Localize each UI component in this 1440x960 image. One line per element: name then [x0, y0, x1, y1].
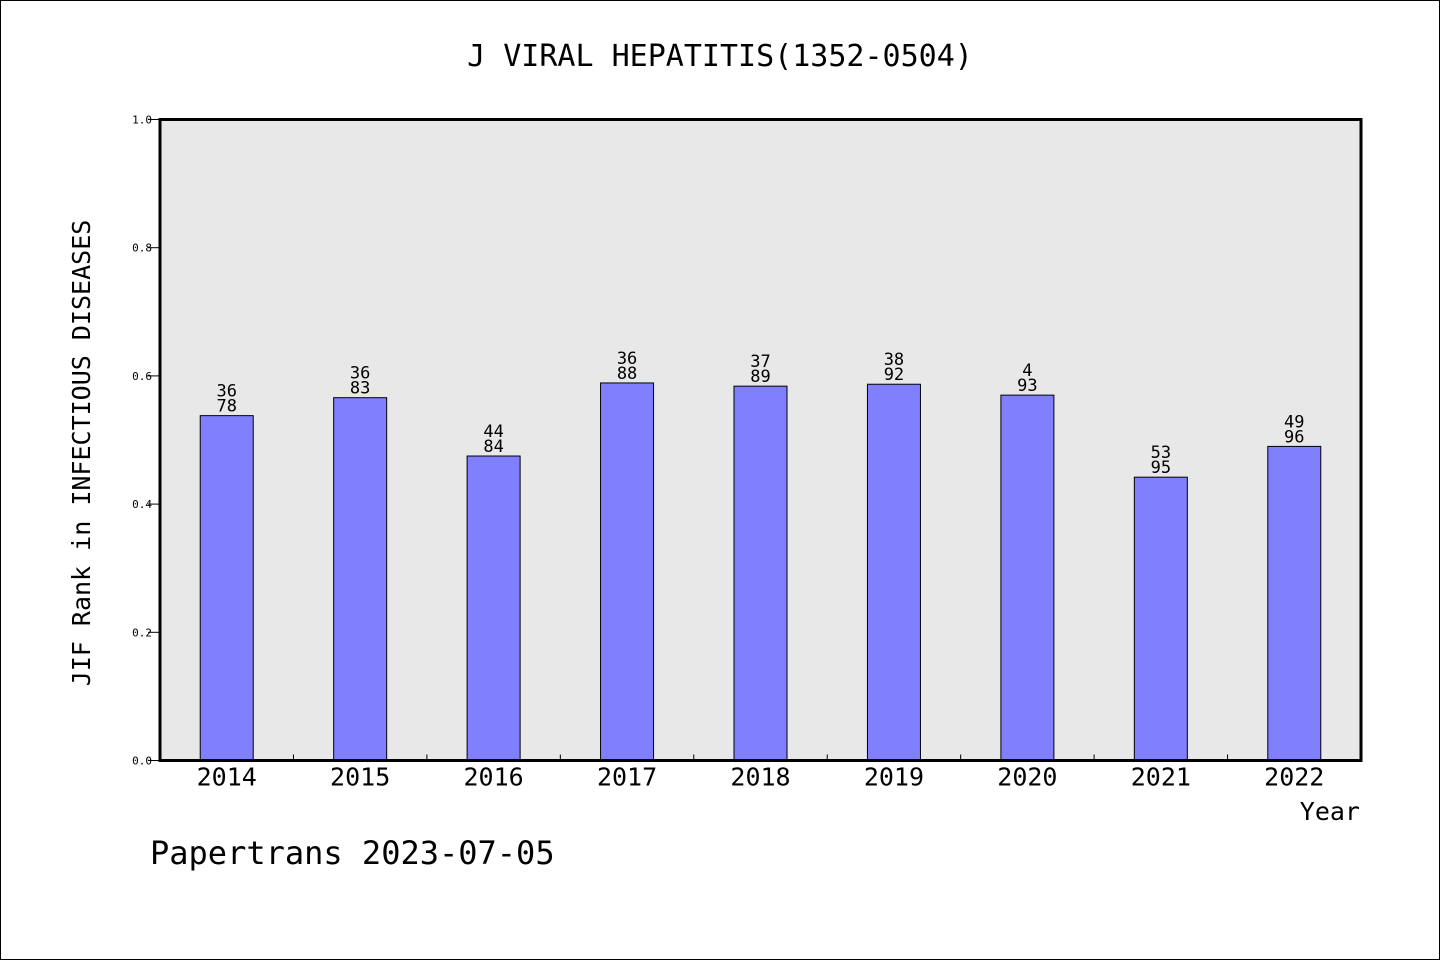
bar-rank-label: 4 [1022, 361, 1032, 381]
plot-frame [158, 118, 1363, 762]
y-tick-label: 0.2 [132, 626, 152, 639]
bar-rank-label: 38 [884, 350, 904, 370]
bar [199, 415, 254, 761]
bar-series [199, 382, 1322, 761]
x-tick-label: 2018 [730, 763, 790, 792]
bar-total-label: 96 [1284, 427, 1304, 447]
x-tick-label: 2014 [197, 763, 257, 792]
x-tick-label: 2021 [1131, 763, 1191, 792]
bar-rank-label: 49 [1284, 412, 1304, 432]
bar [333, 397, 388, 761]
bar-rank-label: 37 [750, 352, 770, 372]
y-tick-label: 1.0 [132, 114, 152, 127]
x-axis: 2014 2015 2016 2017 2018 2019 2020 2021 2022 [197, 754, 1324, 792]
bar [1267, 445, 1322, 761]
bar-total-label: 92 [884, 365, 904, 385]
x-tick-label: 2016 [464, 763, 524, 792]
y-tick-label: 0.8 [132, 242, 152, 255]
x-tick-label: 2017 [597, 763, 657, 792]
y-tick-label: 0.4 [132, 498, 152, 511]
bar [866, 383, 921, 761]
x-tick-label: 2022 [1264, 763, 1324, 792]
bar-rank-label: 53 [1151, 443, 1171, 463]
bar-total-label: 88 [617, 364, 637, 384]
bar [733, 385, 788, 761]
x-tick-label: 2015 [330, 763, 390, 792]
y-tick-label: 0.6 [132, 370, 152, 383]
y-axis: 0.0 0.2 0.4 0.6 0.8 1.0 [132, 114, 160, 768]
bar-rank-label: 36 [350, 364, 370, 384]
bar-total-label: 83 [350, 379, 370, 399]
bar-total-label: 93 [1017, 376, 1037, 396]
x-tick-label: 2019 [864, 763, 924, 792]
x-tick-label: 2020 [997, 763, 1057, 792]
bar [1133, 476, 1188, 761]
bar [466, 455, 521, 761]
y-axis-title: JIF Rank in INFECTIOUS DISEASES [67, 220, 96, 687]
x-axis-title: Year [1300, 797, 1360, 826]
bar-rank-label: 36 [617, 349, 637, 369]
footer-text: Papertrans 2023-07-05 [150, 834, 555, 872]
bar-rank-label: 44 [483, 422, 503, 442]
bar [600, 382, 655, 761]
bar-total-label: 84 [483, 437, 503, 457]
bar-total-label: 95 [1151, 458, 1171, 478]
chart-title: J VIRAL HEPATITIS(1352-0504) [467, 39, 973, 74]
bar-total-label: 78 [216, 397, 236, 417]
y-tick-label: 0.0 [132, 755, 152, 768]
bar [1000, 394, 1055, 761]
bar-total-label: 89 [750, 367, 770, 387]
bar-rank-label: 36 [216, 382, 236, 402]
